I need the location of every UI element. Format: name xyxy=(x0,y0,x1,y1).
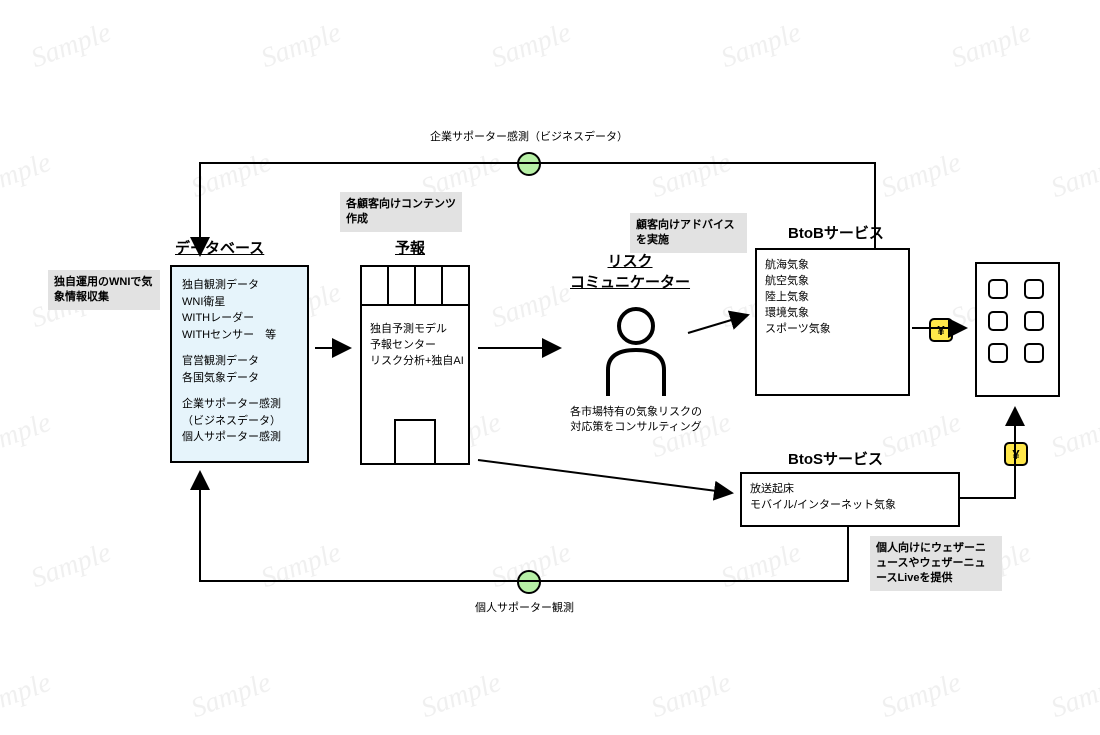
callout-advice: 顧客向けアドバイスを実施 xyxy=(630,213,747,253)
watermark: Sample xyxy=(0,407,55,465)
person-icon xyxy=(596,300,676,405)
watermark: Sample xyxy=(0,667,55,725)
btob-line: 航海気象 xyxy=(765,258,900,274)
db-line: 企業サポーター感測 xyxy=(182,396,297,413)
db-line: （ビジネスデータ） xyxy=(182,413,297,430)
btos-line: 放送起床 xyxy=(750,482,950,498)
forecast-line: 予報センター xyxy=(370,338,464,354)
watermark: Sample xyxy=(1047,667,1100,725)
btob-line: 航空気象 xyxy=(765,274,900,290)
database-box: 独自観測データ WNI衛星 WITHレーダー WITHセンサー 等 官営観測デー… xyxy=(170,265,309,463)
watermark: Sample xyxy=(1047,407,1100,465)
arrows-layer xyxy=(0,0,1100,735)
flow-dot-icon xyxy=(517,570,541,594)
heading-btos: BtoSサービス xyxy=(788,448,883,469)
db-line: 個人サポーター感測 xyxy=(182,429,297,446)
callout-personal: 個人向けにウェザーニュースやウェザーニュースLiveを提供 xyxy=(870,536,1002,591)
watermark: Sample xyxy=(877,147,965,205)
forecast-line: 独自予測モデル xyxy=(370,322,464,338)
watermark: Sample xyxy=(487,277,575,335)
btob-line: 環境気象 xyxy=(765,306,900,322)
db-line: 各国気象データ xyxy=(182,370,297,387)
callout-content: 各顧客向けコンテンツ作成 xyxy=(340,192,462,232)
watermark: Sample xyxy=(717,537,805,595)
loop-bottom-label: 個人サポーター観測 xyxy=(475,599,574,615)
watermark: Sample xyxy=(1047,147,1100,205)
watermark: Sample xyxy=(187,667,275,725)
db-line: WITHセンサー 等 xyxy=(182,327,297,344)
yen-icon: ¥ xyxy=(1004,442,1028,466)
heading-risk: リスク コミュニケーター xyxy=(570,250,690,292)
watermark: Sample xyxy=(947,17,1035,75)
forecast-line: リスク分析+独自AI xyxy=(370,354,464,370)
watermark: Sample xyxy=(877,667,965,725)
db-line: WITHレーダー xyxy=(182,310,297,327)
loop-top-label: 企業サポーター感測（ビジネスデータ） xyxy=(430,128,628,144)
watermark: Sample xyxy=(257,17,345,75)
risk-note: 各市場特有の気象リスクの対応策をコンサルティング xyxy=(566,405,706,435)
db-line: 独自観測データ xyxy=(182,277,297,294)
diagram-canvas: Sample Sample Sample Sample Sample Sampl… xyxy=(0,0,1100,735)
yen-icon: ¥ xyxy=(929,318,953,342)
watermark: Sample xyxy=(27,537,115,595)
db-line: 官営観測データ xyxy=(182,353,297,370)
watermark: Sample xyxy=(647,667,735,725)
callout-wni: 独自運用のWNIで気象情報収集 xyxy=(48,270,160,310)
watermark: Sample xyxy=(0,147,55,205)
watermark: Sample xyxy=(487,17,575,75)
heading-database: データベース xyxy=(175,237,264,258)
btos-box: 放送起床 モバイル/インターネット気象 xyxy=(740,472,960,527)
watermark: Sample xyxy=(647,147,735,205)
watermark: Sample xyxy=(27,17,115,75)
watermark: Sample xyxy=(187,147,275,205)
watermark: Sample xyxy=(257,537,345,595)
btob-line: スポーツ気象 xyxy=(765,322,900,338)
client-building-icon xyxy=(975,262,1060,402)
watermark: Sample xyxy=(717,17,805,75)
btob-line: 陸上気象 xyxy=(765,290,900,306)
flow-dot-icon xyxy=(517,152,541,176)
watermark: Sample xyxy=(877,407,965,465)
db-line: WNI衛星 xyxy=(182,294,297,311)
btob-box: 航海気象 航空気象 陸上気象 環境気象 スポーツ気象 xyxy=(755,248,910,396)
heading-forecast: 予報 xyxy=(395,237,425,258)
forecast-text: 独自予測モデル 予報センター リスク分析+独自AI xyxy=(370,322,464,370)
watermark: Sample xyxy=(417,667,505,725)
heading-btob: BtoBサービス xyxy=(788,222,884,243)
btos-line: モバイル/インターネット気象 xyxy=(750,498,950,514)
